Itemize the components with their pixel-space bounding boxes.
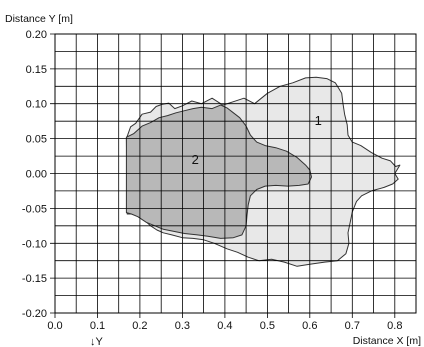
plot-frame (54, 33, 417, 314)
y-tick-label: -0.15 (22, 273, 47, 285)
x-tick-label: 0.3 (175, 320, 190, 332)
x-tick-label: 0.4 (217, 320, 232, 332)
y-tick-label: 0.00 (26, 169, 47, 181)
y-tick-label: -0.10 (22, 238, 47, 250)
region-label-1: 1 (315, 113, 322, 128)
x-tick-labels: 0.0 0.1 0.2 0.3 0.4 0.5 0.6 0.7 0.8 (47, 320, 402, 332)
y-axis-title: Distance Y [m] (5, 13, 73, 25)
x-tick-label: 0.6 (302, 320, 317, 332)
grid-layer (50, 33, 417, 318)
y-tick-labels: 0.20 0.15 0.10 0.05 0.00 -0.05 -0.10 -0.15 -0.20 (22, 29, 47, 320)
y-tick-label: 0.20 (26, 29, 47, 41)
x-tick-label: 0.1 (90, 320, 105, 332)
y-tick-label: -0.20 (22, 308, 47, 320)
y-tick-label: 0.05 (26, 134, 47, 146)
stray-label: ↓Y (90, 336, 104, 347)
x-tick-label: 0.0 (47, 320, 62, 332)
x-tick-label: 0.8 (387, 320, 402, 332)
x-tick-label: 0.2 (132, 320, 147, 332)
x-axis-title: Distance X [m] (353, 335, 421, 347)
x-tick-label: 0.5 (260, 320, 275, 332)
y-tick-label: 0.10 (26, 99, 47, 111)
x-tick-label: 0.7 (345, 320, 360, 332)
region-labels-layer: 12 (192, 113, 322, 167)
region-label-2: 2 (192, 152, 199, 167)
regions-layer (125, 76, 401, 267)
y-tick-label: 0.15 (26, 64, 47, 76)
y-tick-label: -0.05 (22, 203, 47, 215)
